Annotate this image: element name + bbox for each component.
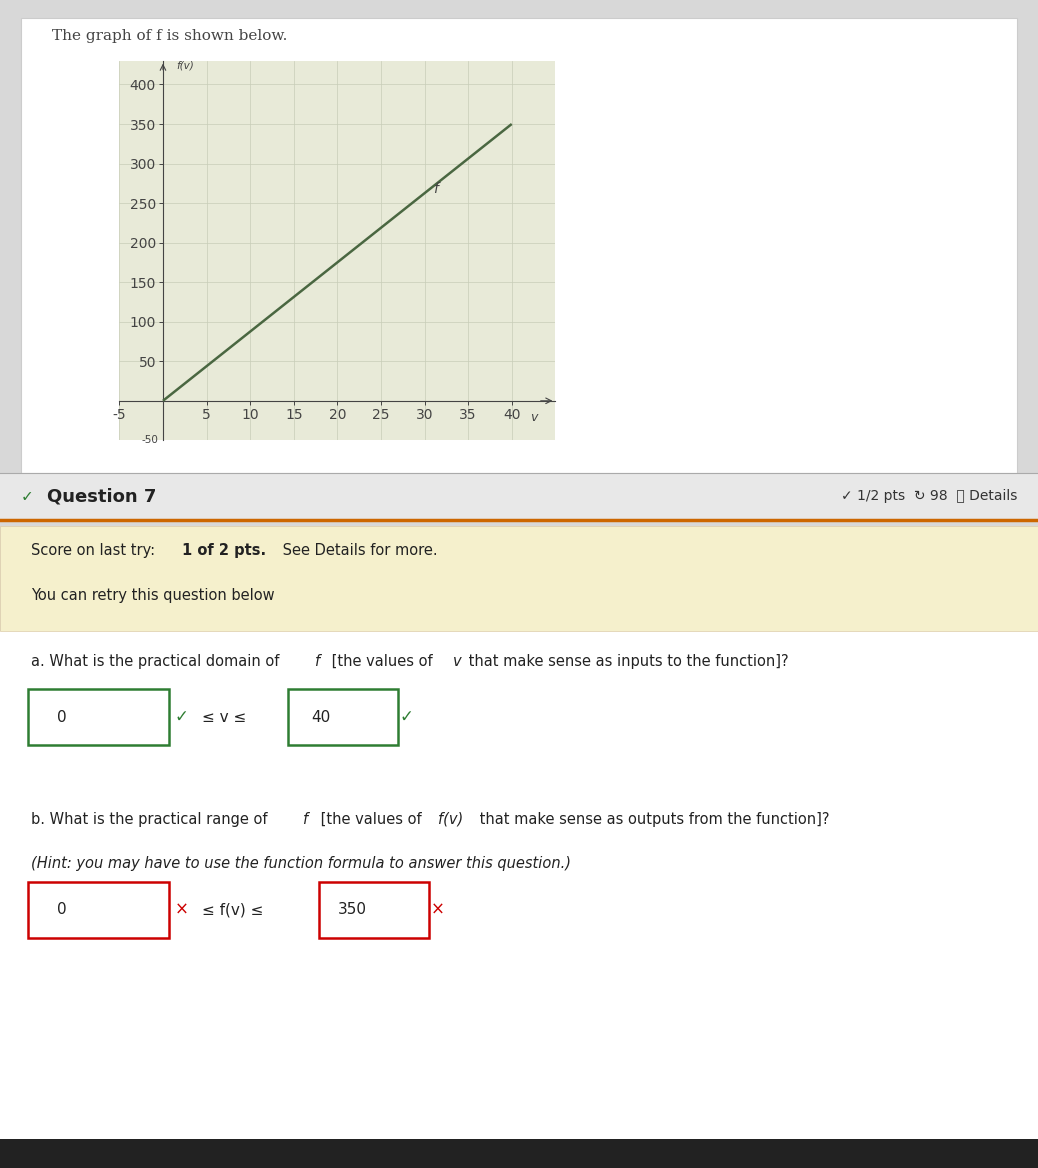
Text: ≤ v ≤: ≤ v ≤ — [202, 710, 247, 724]
Text: See Details for more.: See Details for more. — [278, 543, 438, 558]
Text: The graph of f is shown below.: The graph of f is shown below. — [52, 29, 288, 43]
Text: Score on last try:: Score on last try: — [31, 543, 160, 558]
Text: 350: 350 — [337, 903, 366, 917]
Text: f: f — [303, 812, 308, 827]
Text: [the values of: [the values of — [327, 654, 437, 669]
Text: -50: -50 — [142, 436, 159, 445]
Text: b. What is the practical range of: b. What is the practical range of — [31, 812, 272, 827]
Text: f: f — [315, 654, 320, 669]
Text: 1 of 2 pts.: 1 of 2 pts. — [182, 543, 266, 558]
Text: (Hint: you may have to use the function formula to answer this question.): (Hint: you may have to use the function … — [31, 856, 571, 871]
Text: 40: 40 — [311, 710, 331, 724]
Text: v: v — [453, 654, 461, 669]
Text: [the values of: [the values of — [316, 812, 426, 827]
Text: 0: 0 — [57, 903, 66, 917]
Text: ✓: ✓ — [21, 489, 38, 503]
Text: ×: × — [431, 901, 444, 919]
Text: Question 7: Question 7 — [47, 487, 156, 506]
Text: a. What is the practical domain of: a. What is the practical domain of — [31, 654, 284, 669]
Text: ✓ 1/2 pts  ↻ 98  ⓘ Details: ✓ 1/2 pts ↻ 98 ⓘ Details — [841, 489, 1017, 503]
Text: f(v): f(v) — [176, 61, 194, 70]
Text: ≤ f(v) ≤: ≤ f(v) ≤ — [202, 903, 264, 917]
Text: that make sense as outputs from the function]?: that make sense as outputs from the func… — [475, 812, 830, 827]
Text: ✓: ✓ — [400, 708, 413, 726]
Text: f(v): f(v) — [438, 812, 463, 827]
Text: v: v — [529, 411, 538, 424]
Text: 0: 0 — [57, 710, 66, 724]
Text: ×: × — [174, 901, 188, 919]
Text: You can retry this question below: You can retry this question below — [31, 588, 275, 603]
Text: ✓: ✓ — [174, 708, 188, 726]
Text: $f$: $f$ — [433, 181, 442, 196]
Text: that make sense as inputs to the function]?: that make sense as inputs to the functio… — [464, 654, 789, 669]
